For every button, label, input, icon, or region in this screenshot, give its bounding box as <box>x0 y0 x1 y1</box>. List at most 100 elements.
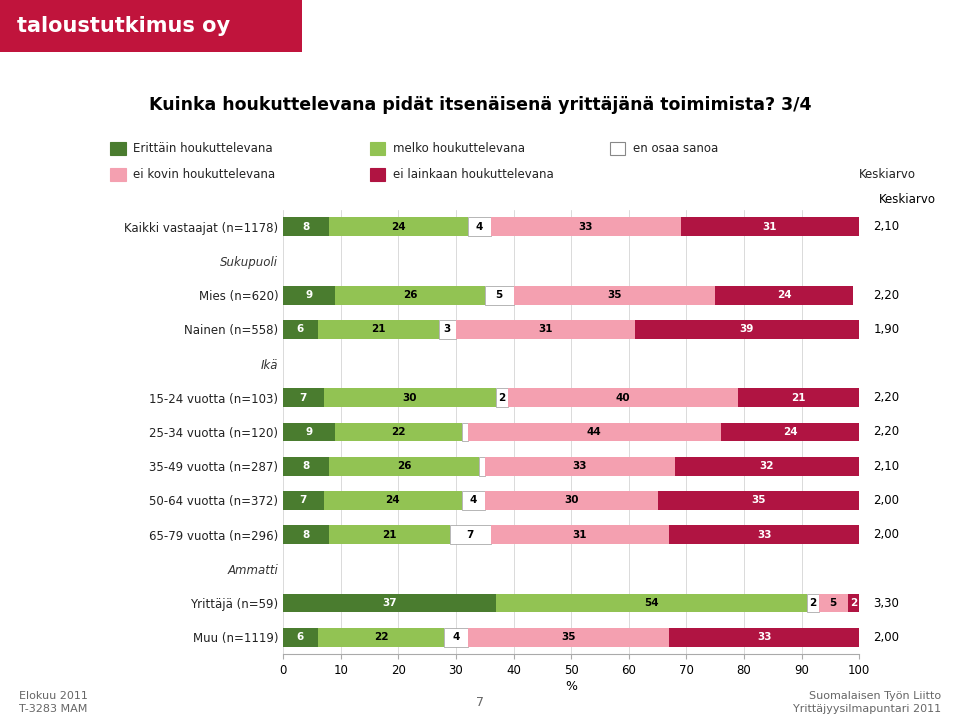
Bar <box>819 594 848 612</box>
Text: 33: 33 <box>756 530 772 539</box>
Text: 5: 5 <box>829 598 837 608</box>
Text: 3: 3 <box>444 325 451 334</box>
Bar <box>462 491 485 510</box>
Bar <box>848 594 859 612</box>
Text: 35: 35 <box>561 632 576 642</box>
Bar <box>329 525 450 544</box>
Bar <box>324 388 496 407</box>
Text: Kuinka houkuttelevana pidät itsenäisenä yrittäjänä toimimista? 3/4: Kuinka houkuttelevana pidät itsenäisenä … <box>149 96 811 114</box>
Text: 21: 21 <box>382 530 397 539</box>
Text: 22: 22 <box>391 427 406 437</box>
Text: 4: 4 <box>475 222 483 232</box>
Text: Keskiarvo: Keskiarvo <box>878 193 935 206</box>
Text: 2: 2 <box>809 598 817 608</box>
Bar <box>715 286 853 304</box>
Bar <box>324 491 462 510</box>
Bar <box>283 457 329 476</box>
Text: 33: 33 <box>578 222 593 232</box>
Text: 22: 22 <box>373 632 389 642</box>
Text: T-3283 MAM: T-3283 MAM <box>19 704 87 714</box>
Bar <box>450 525 491 544</box>
Bar <box>496 388 508 407</box>
Bar <box>283 525 329 544</box>
Text: 2,10: 2,10 <box>874 460 900 473</box>
Bar <box>335 422 462 442</box>
Text: 21: 21 <box>371 325 386 334</box>
Bar <box>444 628 468 646</box>
Text: 32: 32 <box>759 461 775 471</box>
Text: 33: 33 <box>572 461 588 471</box>
Bar <box>329 457 479 476</box>
Text: 4: 4 <box>452 632 460 642</box>
Text: 33: 33 <box>756 632 772 642</box>
Bar <box>283 218 329 236</box>
Text: 24: 24 <box>782 427 798 437</box>
Bar <box>508 388 738 407</box>
Text: Erittäin houkuttelevana: Erittäin houkuttelevana <box>133 142 273 155</box>
Text: 8: 8 <box>302 461 310 471</box>
Bar <box>318 628 444 646</box>
Text: en osaa sanoa: en osaa sanoa <box>633 142 718 155</box>
Bar <box>439 320 456 339</box>
Text: 2,20: 2,20 <box>874 288 900 301</box>
Bar <box>681 218 859 236</box>
Text: 35: 35 <box>751 495 766 505</box>
Text: 2: 2 <box>498 393 506 403</box>
Bar <box>468 218 491 236</box>
Text: 5: 5 <box>495 290 503 300</box>
Text: 24: 24 <box>391 222 406 232</box>
Text: 2,00: 2,00 <box>874 494 900 507</box>
Bar <box>318 320 439 339</box>
Text: 31: 31 <box>572 530 588 539</box>
Text: 31: 31 <box>538 325 553 334</box>
Text: 2: 2 <box>850 598 857 608</box>
Text: 9: 9 <box>305 290 313 300</box>
Text: 9: 9 <box>305 427 313 437</box>
Bar <box>283 628 318 646</box>
Text: taloustutkimus oy: taloustutkimus oy <box>17 16 230 36</box>
Text: 26: 26 <box>402 290 418 300</box>
Bar <box>514 286 715 304</box>
Bar <box>738 388 859 407</box>
Bar <box>283 320 318 339</box>
Text: 1,90: 1,90 <box>874 323 900 336</box>
Text: 30: 30 <box>564 495 579 505</box>
Text: ei lainkaan houkuttelevana: ei lainkaan houkuttelevana <box>393 168 553 181</box>
Text: 35: 35 <box>607 290 622 300</box>
Text: 2,10: 2,10 <box>874 221 900 234</box>
Text: 21: 21 <box>791 393 806 403</box>
Bar <box>721 422 859 442</box>
Text: 8: 8 <box>302 530 310 539</box>
Text: 54: 54 <box>644 598 660 608</box>
Text: 2,20: 2,20 <box>874 391 900 404</box>
Text: 6: 6 <box>297 325 304 334</box>
Text: melko houkuttelevana: melko houkuttelevana <box>393 142 525 155</box>
Bar <box>669 525 859 544</box>
Text: 4: 4 <box>469 495 477 505</box>
Text: 40: 40 <box>615 393 631 403</box>
Text: 24: 24 <box>385 495 400 505</box>
Text: 30: 30 <box>402 393 418 403</box>
Bar <box>283 491 324 510</box>
Text: Keskiarvo: Keskiarvo <box>859 168 916 181</box>
Bar <box>491 218 681 236</box>
Text: 39: 39 <box>740 325 754 334</box>
Bar <box>635 320 859 339</box>
Bar <box>496 594 807 612</box>
Text: Elokuu 2011: Elokuu 2011 <box>19 691 88 701</box>
Bar <box>283 422 335 442</box>
Text: 7: 7 <box>467 530 474 539</box>
Bar <box>462 422 468 442</box>
Bar <box>669 628 859 646</box>
Text: 44: 44 <box>587 427 602 437</box>
Bar <box>485 491 658 510</box>
Text: 6: 6 <box>297 632 304 642</box>
Bar <box>807 594 819 612</box>
Text: 26: 26 <box>396 461 412 471</box>
Bar <box>468 628 669 646</box>
Bar <box>479 457 485 476</box>
Text: 3,30: 3,30 <box>874 596 900 609</box>
Bar <box>283 594 496 612</box>
Text: 2,00: 2,00 <box>874 630 900 643</box>
Bar <box>485 457 675 476</box>
